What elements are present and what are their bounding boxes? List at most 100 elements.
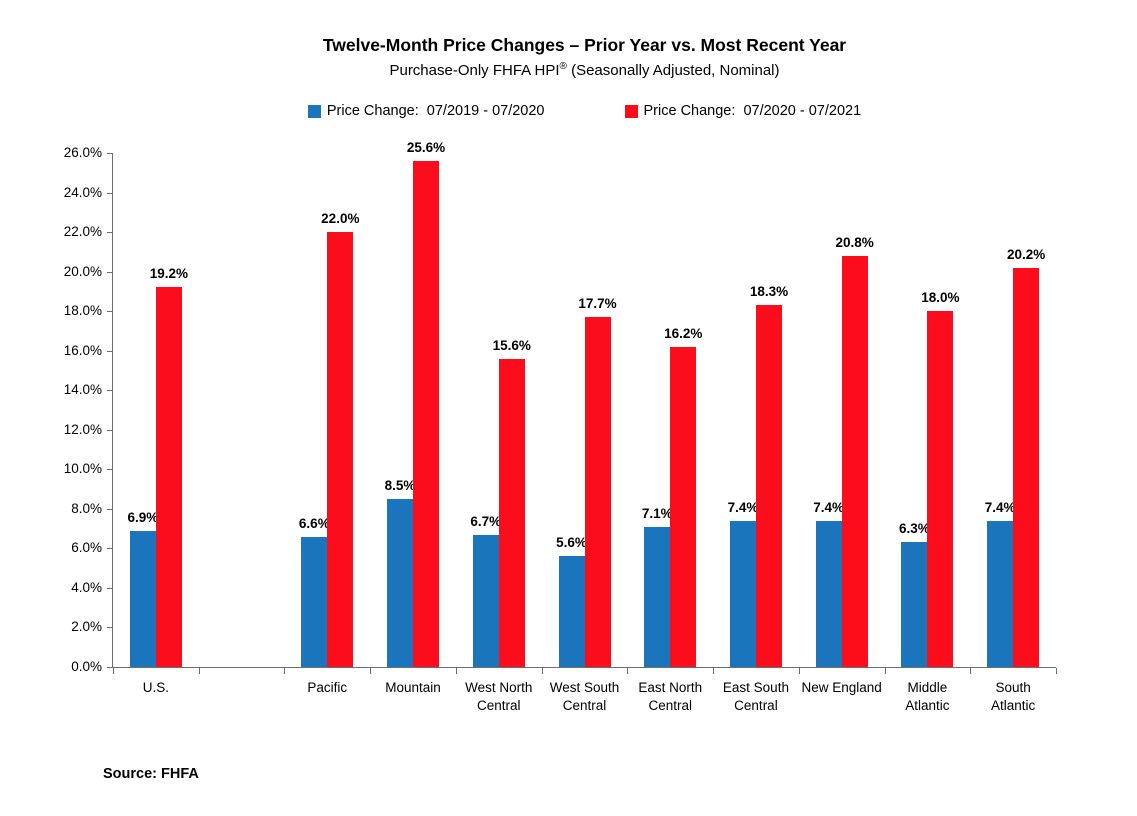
y-axis-tick	[107, 350, 112, 352]
bar-recent-year	[927, 311, 954, 667]
x-axis-tick	[713, 668, 715, 674]
x-axis-tick	[455, 668, 457, 674]
x-category-label: New England	[801, 680, 882, 695]
x-category-label: East South Central	[722, 680, 789, 713]
y-axis-tick	[107, 153, 112, 154]
legend-label-recent-year: Price Change: 07/2020 - 07/2021	[643, 103, 862, 119]
bar-value-label: 7.4%	[727, 499, 759, 515]
bar-recent-year	[841, 255, 868, 667]
bar-value-label: 25.6%	[406, 139, 446, 155]
bar-value-label: 15.6%	[492, 337, 531, 353]
bar-recent-year	[327, 232, 354, 667]
bar-value-label: 19.2%	[149, 266, 188, 282]
bar-value-label: 17.7%	[578, 296, 617, 312]
bar-value-label: 7.4%	[984, 499, 1016, 515]
bar-prior-year	[729, 520, 756, 667]
x-axis-tick	[884, 668, 886, 674]
x-axis-line	[112, 667, 1056, 668]
bar-prior-year	[987, 520, 1014, 667]
y-axis-tick-label: 0.0%	[71, 659, 102, 674]
y-axis-tick-label: 10.0%	[63, 461, 102, 477]
bar-value-label: 18.3%	[749, 284, 789, 300]
bar-recent-year	[413, 160, 440, 667]
x-category-label: U.S.	[142, 680, 169, 695]
y-axis-tick	[107, 508, 112, 510]
x-axis-tick	[113, 668, 114, 674]
y-axis-line	[112, 153, 113, 668]
bar-value-label: 6.7%	[470, 513, 502, 529]
x-axis-tick	[370, 668, 372, 674]
y-axis-tick-label: 12.0%	[63, 421, 102, 437]
y-axis-tick	[107, 311, 112, 313]
bar-value-label: 16.2%	[664, 325, 703, 341]
bar-recent-year	[670, 346, 697, 667]
subtitle-text: Purchase-Only FHFA HPI	[389, 62, 560, 79]
y-axis-tick-label: 18.0%	[63, 303, 102, 319]
x-category-label: West South Central	[549, 680, 620, 713]
y-axis-tick-label: 26.0%	[63, 145, 102, 160]
subtitle-suffix: (Seasonally Adjusted, Nominal)	[566, 62, 780, 79]
bar-recent-year	[498, 358, 525, 667]
y-axis-tick-label: 4.0%	[71, 579, 102, 595]
x-axis-tick	[1056, 668, 1057, 674]
x-category-label: Middle Atlantic	[905, 680, 950, 713]
bar-prior-year	[472, 534, 499, 667]
y-axis-tick	[107, 667, 112, 668]
bar-value-label: 5.6%	[556, 535, 587, 551]
legend-swatch-blue-icon	[307, 104, 321, 118]
bar-value-label: 20.2%	[1006, 246, 1046, 262]
bar-prior-year	[301, 536, 328, 667]
bar-recent-year	[155, 287, 182, 667]
bar-prior-year	[129, 530, 156, 667]
y-axis-tick-label: 24.0%	[63, 184, 102, 200]
bar-value-label: 6.9%	[127, 509, 159, 525]
x-axis-tick	[627, 668, 629, 674]
x-category-label: Mountain	[385, 680, 441, 695]
y-axis-tick-label: 14.0%	[63, 382, 102, 398]
y-axis-tick	[107, 587, 112, 589]
chart-title: Twelve-Month Price Changes – Prior Year …	[322, 35, 847, 55]
y-axis-tick-label: 22.0%	[63, 224, 102, 240]
bar-recent-year	[755, 305, 782, 667]
bar-value-label: 7.4%	[813, 499, 845, 515]
bar-value-label: 8.5%	[384, 477, 416, 493]
x-category-label: East North Central	[638, 680, 703, 713]
x-axis-tick	[798, 668, 800, 674]
y-axis-tick-label: 20.0%	[63, 263, 102, 279]
bar-prior-year	[901, 542, 928, 667]
bar-value-label: 6.6%	[298, 515, 330, 531]
bar-value-label: 6.3%	[899, 521, 930, 537]
x-axis-tick	[541, 668, 543, 674]
y-axis-tick	[107, 390, 112, 392]
x-axis-tick	[970, 668, 972, 674]
x-category-label: West North Central	[465, 680, 533, 713]
y-axis-tick	[107, 232, 112, 234]
bar-recent-year	[1013, 267, 1040, 667]
legend-swatch-red-icon	[624, 104, 638, 118]
y-axis-tick	[107, 548, 112, 550]
y-axis-tick	[107, 271, 112, 273]
x-category-label: South Atlantic	[990, 680, 1036, 713]
x-axis-tick	[198, 668, 200, 674]
bar-prior-year	[558, 556, 585, 667]
bar-prior-year	[644, 526, 671, 667]
x-axis-tick	[284, 668, 286, 674]
chart-subtitle: Purchase-Only FHFA HPI® (Seasonally Adju…	[113, 61, 1056, 79]
bar-value-label: 18.0%	[921, 290, 960, 306]
y-axis-tick	[107, 192, 112, 194]
legend: Price Change: 07/2019 - 07/2020 Price Ch…	[113, 103, 1056, 119]
y-axis-tick-label: 2.0%	[71, 619, 102, 635]
bar-recent-year	[584, 317, 611, 667]
y-axis-tick	[107, 429, 112, 431]
bar-prior-year	[815, 520, 842, 667]
x-category-label: Pacific	[307, 680, 348, 695]
bar-value-label: 20.8%	[835, 234, 874, 250]
legend-label-prior-year: Price Change: 07/2019 - 07/2020	[326, 103, 545, 119]
bar-value-label: 7.1%	[641, 505, 673, 521]
y-axis-tick-label: 8.0%	[71, 500, 102, 516]
registered-trademark-symbol: ®	[559, 61, 567, 72]
y-axis-tick-label: 6.0%	[71, 540, 102, 556]
y-axis-tick	[107, 469, 112, 471]
y-axis-tick-label: 16.0%	[63, 342, 102, 358]
